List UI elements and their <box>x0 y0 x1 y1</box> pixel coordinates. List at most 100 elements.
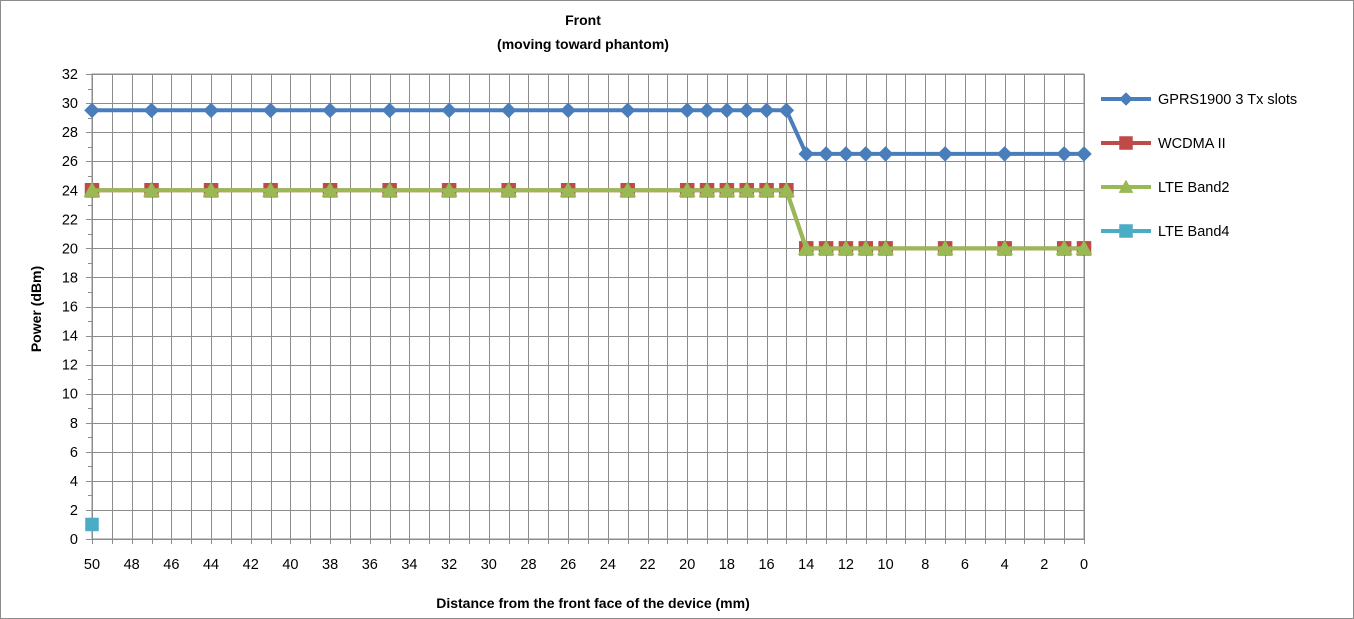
x-tick-label: 38 <box>322 557 338 573</box>
legend-item: LTE Band2 <box>1101 179 1229 196</box>
data-point <box>1076 146 1092 162</box>
data-point <box>85 517 99 532</box>
data-point <box>857 146 874 162</box>
legend-label: WCDMA II <box>1158 136 1226 152</box>
x-tick-label: 50 <box>84 557 100 573</box>
x-tick-label: 44 <box>203 557 219 573</box>
data-point <box>798 146 815 162</box>
x-tick-label: 6 <box>961 557 969 573</box>
x-tick-label: 36 <box>362 557 378 573</box>
data-point <box>440 181 458 197</box>
x-tick-label: 18 <box>719 557 735 573</box>
x-tick-label: 40 <box>282 557 298 573</box>
y-tick-label: 8 <box>70 416 78 432</box>
series-3 <box>85 517 99 532</box>
x-tick-label: 24 <box>600 557 616 573</box>
legend-marker <box>1119 136 1133 150</box>
data-point <box>698 181 716 197</box>
x-tick-label: 28 <box>520 557 536 573</box>
x-tick-label: 30 <box>481 557 497 573</box>
y-tick-label: 22 <box>62 212 78 228</box>
data-point <box>738 181 756 197</box>
x-tick-label: 8 <box>921 557 929 573</box>
series-0 <box>84 102 1092 162</box>
data-point <box>559 181 577 197</box>
legend-item: LTE Band4 <box>1101 224 1229 240</box>
series-layer <box>83 102 1093 532</box>
x-tick-label: 42 <box>243 557 259 573</box>
legend-marker <box>1118 179 1134 193</box>
data-point <box>500 102 517 119</box>
data-point <box>84 102 100 119</box>
data-point <box>818 146 834 162</box>
data-point <box>619 102 636 119</box>
data-point <box>718 181 736 197</box>
data-point <box>778 102 795 119</box>
chart-title: Front <box>565 12 601 28</box>
data-point <box>777 181 795 197</box>
data-point <box>1056 146 1073 162</box>
x-tick-label: 12 <box>838 557 854 573</box>
data-point <box>996 239 1014 256</box>
data-point <box>1055 239 1073 256</box>
data-point <box>797 239 815 256</box>
data-point <box>936 239 954 256</box>
data-point <box>937 146 953 162</box>
y-tick-label: 0 <box>70 532 78 548</box>
data-point <box>322 102 338 119</box>
y-tick-label: 18 <box>62 270 78 286</box>
series-2 <box>83 181 1093 256</box>
x-tick-label: 16 <box>758 557 774 573</box>
y-tick-label: 4 <box>70 474 78 490</box>
y-tick-label: 24 <box>62 183 78 199</box>
x-tick-label: 4 <box>1001 557 1009 573</box>
legend: GPRS1900 3 Tx slots WCDMA II LTE Band2 LTE … <box>1101 92 1297 240</box>
legend-item: WCDMA II <box>1101 136 1226 152</box>
x-tick-label: 34 <box>401 557 417 573</box>
legend-item: GPRS1900 3 Tx slots <box>1101 92 1297 108</box>
data-point <box>441 102 457 119</box>
y-tick-label: 2 <box>70 503 78 519</box>
y-tick-label: 32 <box>62 67 78 83</box>
x-tick-label: 10 <box>878 557 894 573</box>
y-tick-label: 26 <box>62 154 78 170</box>
data-point <box>143 102 160 119</box>
x-tick-label: 26 <box>560 557 576 573</box>
x-tick-label: 32 <box>441 557 457 573</box>
x-tick-label: 0 <box>1080 557 1088 573</box>
data-point <box>262 102 279 119</box>
data-point <box>143 181 160 197</box>
data-point <box>758 181 775 197</box>
y-axis-title: Power (dBm) <box>28 266 44 352</box>
x-tick-label: 22 <box>639 557 655 573</box>
data-point <box>678 181 696 197</box>
data-point <box>381 181 399 197</box>
x-tick-label: 20 <box>679 557 695 573</box>
data-point <box>996 146 1013 162</box>
y-tick-label: 14 <box>62 329 78 345</box>
y-tick-label: 12 <box>62 358 78 374</box>
chart-subtitle: (moving toward phantom) <box>497 36 669 52</box>
data-point <box>83 181 101 197</box>
x-tick-label: 46 <box>163 557 179 573</box>
y-tick-label: 16 <box>62 300 78 316</box>
data-point <box>500 181 518 197</box>
data-point <box>877 239 895 256</box>
data-point <box>1075 239 1093 256</box>
data-point <box>857 239 875 256</box>
legend-label: LTE Band2 <box>1158 180 1229 196</box>
legend-marker <box>1119 92 1133 106</box>
data-point <box>838 146 854 162</box>
legend-marker <box>1119 224 1133 238</box>
data-point <box>758 102 775 119</box>
data-point <box>321 181 339 197</box>
y-tick-label: 30 <box>62 96 78 112</box>
x-axis-title: Distance from the front face of the devi… <box>436 595 750 611</box>
data-point <box>203 102 219 119</box>
data-point <box>202 181 220 197</box>
data-point <box>837 239 855 256</box>
data-point <box>699 102 715 119</box>
